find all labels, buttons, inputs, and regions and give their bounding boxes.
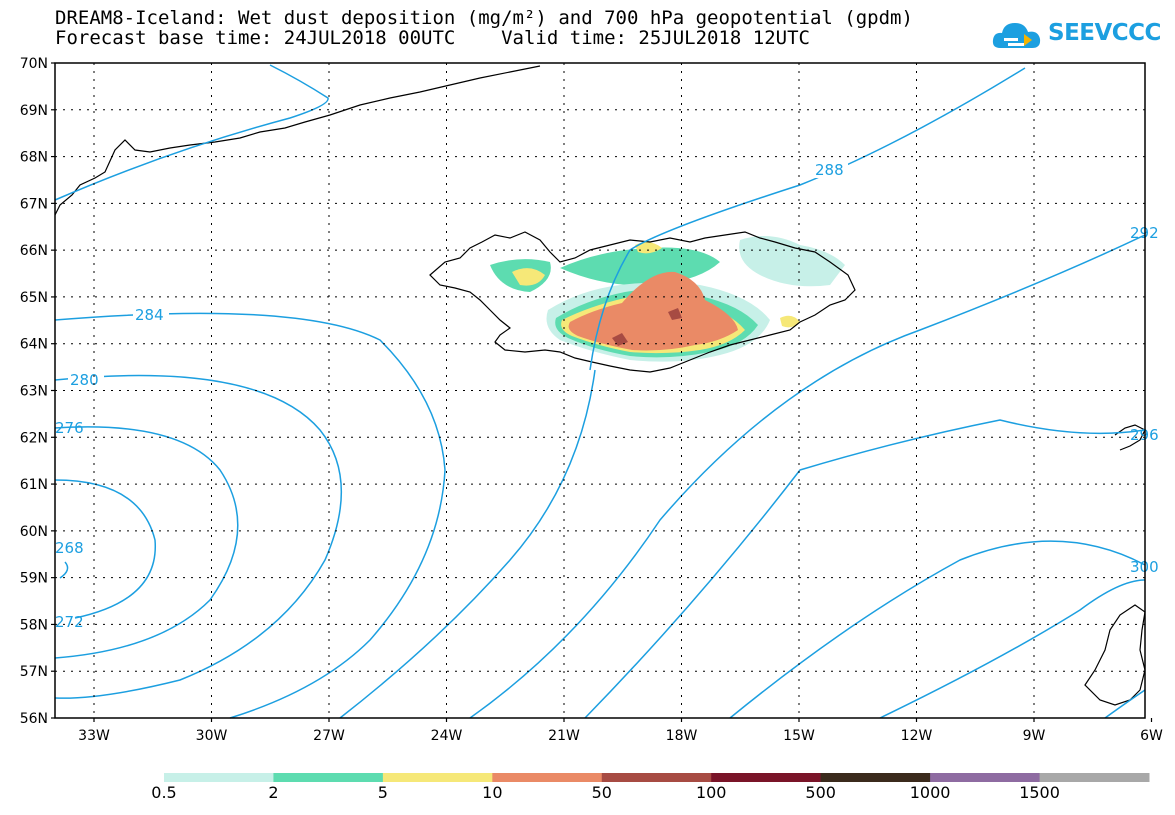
- lon-label: 24W: [431, 728, 463, 744]
- iceland-coastline: [429, 231, 856, 373]
- contour-line: [54, 374, 343, 699]
- latitude-labels: 70N 69N 68N 67N 66N 65N 64N 63N 62N 61N 60N 59N 58N 5…: [20, 56, 48, 727]
- map-title: DREAM8-Iceland: Wet dust deposition (mg/…: [55, 7, 913, 29]
- lon-label: 9W: [1023, 728, 1046, 744]
- contour-line: [339, 369, 596, 719]
- colorbar-swatch: [1039, 773, 1150, 782]
- contour-line: [584, 419, 1146, 719]
- graticule: [55, 63, 1145, 718]
- lon-label: 21W: [548, 728, 580, 744]
- colorbar-swatch: [273, 773, 384, 782]
- contour-line: [469, 234, 1146, 719]
- lat-label: 59N: [20, 571, 48, 587]
- contour-label-288: 288: [815, 161, 844, 179]
- legend-label: 5: [377, 783, 388, 802]
- dust-deposition-shading: [490, 236, 845, 362]
- contour-labels: 288 284 280 276 272 268 292 296 300: [55, 160, 1159, 631]
- contour-line: [729, 540, 1146, 719]
- legend-label: 10: [482, 783, 503, 802]
- colorbar-swatch: [930, 773, 1041, 782]
- lat-label: 63N: [20, 384, 48, 400]
- map-subtitle: Forecast base time: 24JUL2018 00UTC Vali…: [55, 27, 810, 49]
- lon-label: 6W: [1140, 728, 1163, 744]
- lat-label: 69N: [20, 103, 48, 119]
- lat-label: 65N: [20, 290, 48, 306]
- contour-line: [589, 67, 1026, 371]
- scotland-coastline: [1084, 604, 1146, 706]
- lat-label: 62N: [20, 430, 48, 446]
- coastlines: [54, 65, 1146, 706]
- colorbar-swatch: [711, 773, 822, 782]
- legend-label: 0.5: [151, 783, 177, 802]
- colorbar-swatch: [164, 773, 274, 782]
- lat-label: 68N: [20, 150, 48, 166]
- colorbar-swatch: [820, 773, 931, 782]
- legend-label: 100: [695, 783, 727, 802]
- lat-label: 64N: [20, 337, 48, 353]
- axis-ticks: [51, 62, 1153, 722]
- contour-line: [54, 312, 446, 719]
- contour-line: [54, 426, 239, 659]
- greenland-coastline: [54, 65, 541, 216]
- lat-label: 70N: [20, 56, 48, 72]
- lon-label: 33W: [78, 728, 110, 744]
- geopotential-contours: [54, 64, 1146, 719]
- contour-line: [59, 561, 69, 579]
- contour-line: [879, 579, 1146, 719]
- contour-label-268: 268: [55, 539, 84, 557]
- colorbar: [164, 773, 1150, 782]
- legend-label: 1500: [1019, 783, 1060, 802]
- colorbar-swatch: [492, 773, 603, 782]
- cloud-icon: [992, 23, 1041, 48]
- lat-label: 57N: [20, 664, 48, 680]
- lat-label: 56N: [20, 711, 48, 727]
- contour-label-284: 284: [135, 306, 164, 324]
- lon-label: 18W: [666, 728, 698, 744]
- lat-label: 67N: [20, 196, 48, 212]
- lon-label: 27W: [313, 728, 345, 744]
- lon-label: 15W: [783, 728, 815, 744]
- lon-label: 12W: [901, 728, 933, 744]
- seevccc-logo: [990, 14, 1140, 58]
- legend-label: 2: [268, 783, 279, 802]
- lat-label: 61N: [20, 477, 48, 493]
- contour-label-272: 272: [55, 613, 84, 631]
- contour-line: [1104, 689, 1146, 719]
- contour-label-280: 280: [70, 371, 99, 389]
- lat-label: 60N: [20, 524, 48, 540]
- legend-label: 1000: [909, 783, 951, 802]
- legend-label: 500: [805, 783, 836, 802]
- lon-label: 30W: [196, 728, 228, 744]
- longitude-labels: 33W 30W 27W 24W 21W 18W 15W 12W 9W 6W: [78, 728, 1163, 744]
- colorbar-swatch: [382, 773, 493, 782]
- contour-label-276: 276: [55, 419, 84, 437]
- logo-text: SEEVCCC: [1048, 20, 1161, 46]
- legend-label: 50: [591, 783, 612, 802]
- contour-line: [54, 479, 156, 619]
- colorbar-swatch: [601, 773, 712, 782]
- lat-label: 66N: [20, 243, 48, 259]
- lat-label: 58N: [20, 617, 48, 633]
- contour-line: [54, 64, 329, 201]
